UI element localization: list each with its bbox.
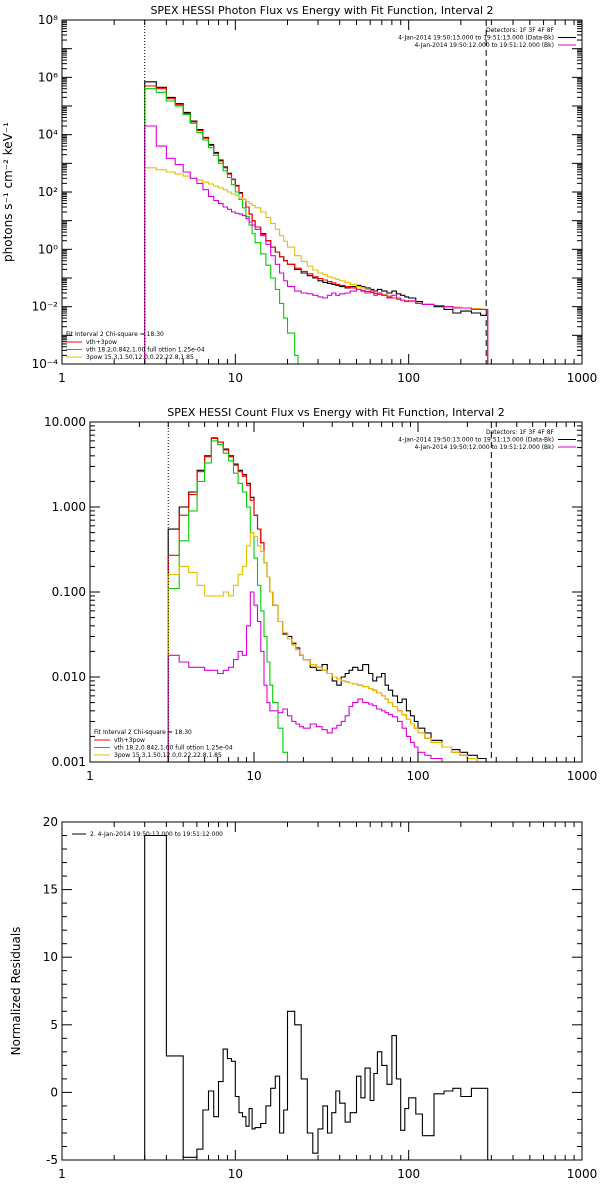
x-tick-label: 1000 (567, 769, 598, 783)
x-axis: 1 10 100 1000 (58, 822, 597, 1181)
plot-area (144, 81, 489, 364)
y-tick-label: 10⁸ (38, 13, 58, 27)
legend-entry: 4-Jan-2014 19:50:12.000 to 19:51:12.000 … (414, 444, 554, 451)
plot-area (144, 834, 489, 1160)
legend-header: Fit Interval 2 Chi-square = 18.30 (94, 729, 192, 736)
series-line-vth-3pow (167, 437, 493, 762)
y-axis-label: Normalized Residuals (9, 927, 23, 1056)
y-tick-label: 10⁻² (32, 300, 59, 314)
series-line-3pow (144, 167, 489, 364)
series-line-3pow (167, 532, 493, 762)
legend-top-right: Detectors: 1F 3F 4F 8F4-Jan-2014 19:50:1… (398, 429, 576, 451)
y-axis: -5 0 5 10 15 20 (43, 815, 582, 1167)
x-tick-label: 100 (397, 371, 420, 385)
y-tick-label: 10⁰ (38, 242, 58, 256)
legend-entry: 4-Jan-2014 19:50:13.000 to 19:51:13.000 … (398, 35, 554, 42)
legend-entry: vth 18.2,0.842,1.00 full ottion 1.25e-04 (86, 347, 205, 354)
y-axis: 10⁻⁴ 10⁻² 10⁰ 10² 10⁴ 10⁶ 10⁸ (32, 13, 582, 371)
y-tick-label: 0.001 (52, 755, 86, 769)
legend-entry: 3pow 15.3,1.50,12.0,0.22,22.8,1.85 (114, 752, 222, 759)
y-tick-label: 10⁻⁴ (32, 357, 59, 371)
y-tick-label: 0.010 (52, 670, 86, 684)
x-tick-label: 100 (407, 769, 430, 783)
series-line-data-bk (144, 81, 489, 364)
y-tick-label: 10 (43, 950, 58, 964)
y-tick-label: 10.000 (44, 415, 86, 429)
y-tick-label: 0.100 (52, 585, 86, 599)
legend-header: Fit Interval 2 Chi-square = 18.30 (66, 331, 164, 338)
legend-entry: 2. 4-Jan-2014 19:50:13.000 to 19:51:12.0… (90, 831, 223, 838)
y-tick-label: 5 (50, 1018, 58, 1032)
x-axis: 1 10 100 1000 (58, 20, 597, 385)
series-line-bk (167, 591, 493, 762)
y-tick-label: 10⁶ (38, 70, 58, 84)
legend-entry: vth+3pow (114, 737, 145, 744)
x-tick-label: 1000 (567, 371, 598, 385)
chart-panel-2: SPEX HESSI Count Flux vs Energy with Fit… (44, 406, 597, 783)
x-tick-label: 10 (228, 371, 243, 385)
chart-title: SPEX HESSI Photon Flux vs Energy with Fi… (150, 4, 493, 17)
x-tick-label: 1 (58, 1167, 66, 1181)
legend-bottom-left: Fit Interval 2 Chi-square = 18.30vth+3po… (66, 331, 205, 361)
x-tick-label: 1 (58, 371, 66, 385)
series-line-residuals (144, 834, 489, 1160)
x-tick-label: 100 (397, 1167, 420, 1181)
chart-panel-1: SPEX HESSI Photon Flux vs Energy with Fi… (1, 4, 597, 385)
legend-top-right: Detectors: 1F 3F 4F 8F4-Jan-2014 19:50:1… (398, 27, 576, 49)
y-tick-label: 0 (50, 1085, 58, 1099)
chart-title: SPEX HESSI Count Flux vs Energy with Fit… (167, 406, 504, 419)
plot-frame (89, 421, 583, 763)
series-line-bk (144, 125, 489, 364)
series-line-vth (167, 440, 298, 762)
legend-entry: 4-Jan-2014 19:50:13.000 to 19:51:13.000 … (398, 437, 554, 444)
x-tick-label: 1000 (567, 1167, 598, 1181)
y-axis-label: photons s⁻¹ cm⁻² keV⁻¹ (1, 122, 15, 262)
y-tick-label: 10² (38, 185, 58, 199)
y-axis: 0.001 0.010 0.100 1.000 10.000 (44, 415, 582, 769)
legend-entry: 4-Jan-2014 19:50:12.000 to 19:51:12.000 … (414, 42, 554, 49)
legend-entry: vth 18.2,0.842,1.00 full ottion 1.25e-04 (114, 745, 233, 752)
legend-entry: Detectors: 1F 3F 4F 8F (486, 429, 555, 436)
legend-entry: 3pow 15.3,1.50,12.0,0.22,22.8,1.85 (86, 354, 194, 361)
legend: 2. 4-Jan-2014 19:50:13.000 to 19:51:12.0… (72, 831, 223, 838)
y-tick-label: 1.000 (52, 500, 86, 514)
chart-panel-3: 1 10 100 1000 -5 0 5 10 15 20 Normalized Residuals… (9, 815, 597, 1181)
series-line-vth-3pow (144, 85, 489, 364)
x-tick-label: 1 (86, 769, 94, 783)
legend-entry: vth+3pow (86, 339, 117, 346)
legend-entry: Detectors: 1F 3F 4F 8F (486, 27, 555, 34)
series-line-data-bk (167, 437, 493, 762)
x-tick-label: 10 (246, 769, 261, 783)
x-tick-label: 10 (228, 1167, 243, 1181)
y-tick-label: 15 (43, 883, 58, 897)
legend-bottom-left: Fit Interval 2 Chi-square = 18.30vth+3po… (94, 729, 233, 759)
x-axis: 1 10 100 1000 (86, 422, 597, 783)
plot-frame (61, 19, 583, 365)
plot-area (167, 437, 493, 762)
series-line-vth (144, 88, 300, 364)
plot-frame (61, 821, 583, 1161)
y-tick-label: -5 (46, 1153, 58, 1167)
y-tick-label: 20 (43, 815, 58, 829)
y-tick-label: 10⁴ (38, 128, 58, 142)
